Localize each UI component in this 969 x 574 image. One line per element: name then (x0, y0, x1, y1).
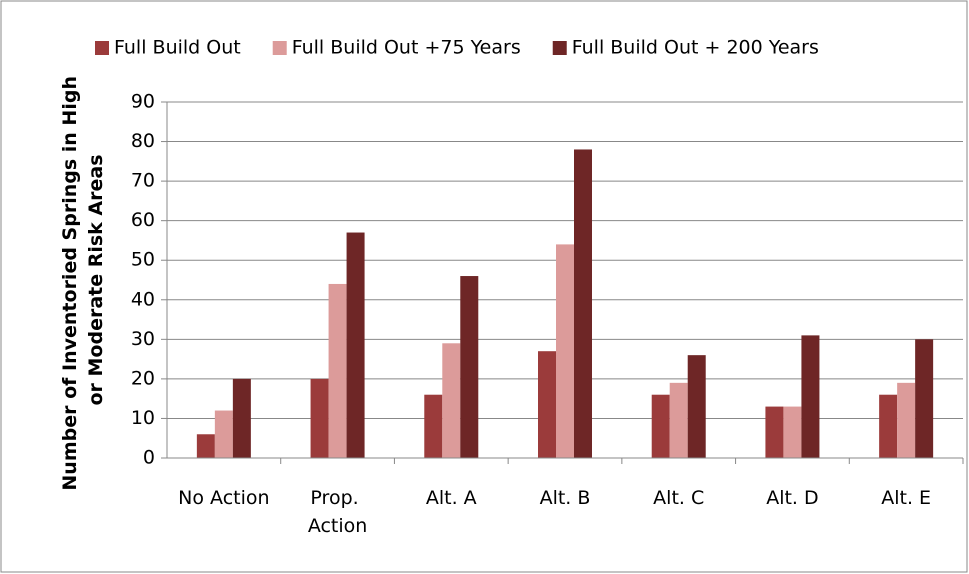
x-tick-label: No Action (178, 487, 269, 509)
y-tick-label: 90 (131, 91, 155, 113)
x-tick-label: Alt. B (540, 487, 591, 509)
legend-label: Full Build Out + 200 Years (572, 37, 819, 59)
y-tick-label: 40 (131, 288, 155, 310)
y-tick-label: 20 (131, 367, 155, 389)
y-tick-label: 0 (143, 447, 155, 469)
bar (879, 394, 898, 458)
bar (765, 406, 784, 458)
y-tick-label: 80 (131, 130, 155, 152)
legend-label: Full Build Out +75 Years (292, 37, 521, 59)
x-tick-label: Alt. A (426, 487, 477, 509)
y-axis-label: Number of Inventoried Springs in High or… (59, 69, 107, 490)
bar (196, 434, 215, 458)
y-tick-label: 70 (131, 170, 155, 192)
x-tick-label: Alt. E (881, 487, 931, 509)
y-tick-label: 50 (131, 249, 155, 271)
bar (801, 335, 820, 458)
legend-label: Full Build Out (114, 37, 241, 59)
x-tick-label: Alt. D (766, 487, 818, 509)
bar (651, 394, 670, 458)
bar (915, 339, 934, 458)
bar (214, 410, 233, 458)
legend: Full Build Out Full Build Out +75 Years Fu… (95, 37, 819, 59)
y-tick-label: 30 (131, 328, 155, 350)
y-tick-label: 60 (131, 209, 155, 231)
bar (556, 244, 574, 458)
legend-swatch (552, 41, 567, 55)
bar (897, 382, 916, 458)
legend-swatch (272, 41, 287, 55)
bar (574, 149, 592, 458)
bar (424, 394, 443, 458)
bar (310, 378, 329, 458)
bar (687, 355, 706, 458)
bar (442, 343, 461, 458)
x-tick-label: Prop. Action (308, 487, 368, 537)
bar (328, 283, 347, 458)
bar (669, 382, 688, 458)
bar (232, 378, 251, 458)
bar (538, 351, 556, 458)
bar (783, 406, 802, 458)
legend-swatch (95, 41, 109, 55)
bar (460, 276, 479, 458)
x-tick-label: Alt. C (653, 487, 704, 509)
bar (346, 232, 365, 458)
y-tick-label: 10 (131, 407, 155, 429)
